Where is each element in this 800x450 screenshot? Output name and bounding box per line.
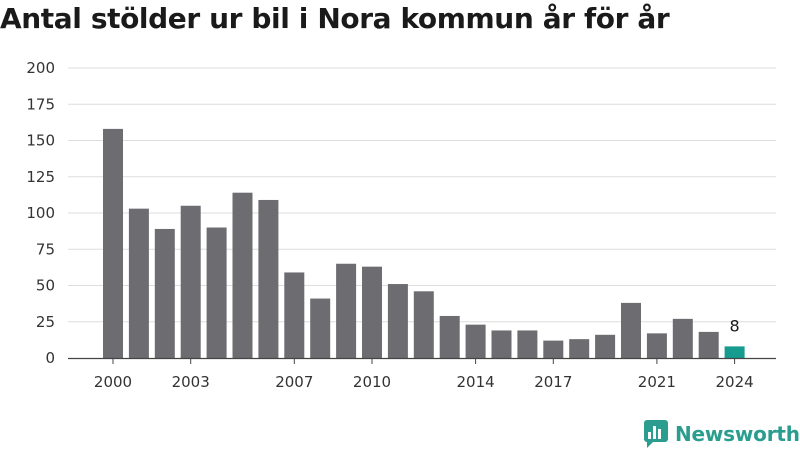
x-tick-label: 2014 bbox=[457, 373, 495, 391]
y-tick-label: 125 bbox=[26, 168, 55, 186]
x-tick-label: 2021 bbox=[638, 373, 676, 391]
y-tick-label: 175 bbox=[26, 95, 55, 113]
x-tick-label: 2003 bbox=[172, 373, 210, 391]
bar-2009 bbox=[336, 263, 357, 358]
x-tick-label: 2000 bbox=[94, 373, 132, 391]
data-label: 8 bbox=[730, 316, 740, 335]
data-labels: 8 bbox=[730, 316, 740, 335]
newsworthy-logo: Newsworthy bbox=[643, 418, 800, 450]
bar-2021 bbox=[646, 333, 667, 358]
y-axis-ticks: 0 25 50 75 100 125 150 175 200 bbox=[26, 59, 55, 367]
x-tick-label: 2010 bbox=[353, 373, 391, 391]
y-tick-label: 100 bbox=[26, 204, 55, 222]
x-axis-ticks: 2000 2003 2007 2010 2014 2017 2021 2024 bbox=[94, 358, 754, 391]
chart-title: Antal stölder ur bil i Nora kommun år fö… bbox=[0, 2, 670, 35]
bar-2015 bbox=[491, 330, 512, 358]
y-tick-label: 200 bbox=[26, 59, 55, 77]
bar-2011 bbox=[387, 284, 408, 358]
bar-2006 bbox=[258, 199, 279, 358]
bar-2001 bbox=[128, 208, 149, 358]
bar-2007 bbox=[284, 272, 305, 358]
bar-2010 bbox=[362, 266, 382, 358]
bar-2024 bbox=[724, 346, 745, 358]
bar-2003 bbox=[180, 205, 201, 358]
y-tick-label: 25 bbox=[36, 313, 55, 331]
bar-2005 bbox=[232, 192, 253, 358]
bar-2012 bbox=[413, 291, 434, 358]
y-tick-label: 0 bbox=[45, 349, 55, 367]
bar-2016 bbox=[517, 330, 538, 358]
newsworthy-logo-icon bbox=[644, 420, 668, 448]
x-tick-label: 2017 bbox=[534, 373, 572, 391]
bar-2013 bbox=[439, 315, 460, 358]
bar-2023 bbox=[698, 331, 719, 358]
bar-2017 bbox=[543, 340, 564, 358]
bars bbox=[103, 128, 745, 358]
brand-name: Newsworthy bbox=[675, 422, 800, 446]
bar-2002 bbox=[154, 228, 175, 358]
bar-2008 bbox=[310, 298, 331, 358]
bar-2018 bbox=[569, 339, 590, 358]
x-tick-label: 2007 bbox=[275, 373, 313, 391]
bar-2000 bbox=[103, 128, 123, 358]
bar-2014 bbox=[465, 324, 486, 358]
bar-2022 bbox=[672, 318, 693, 358]
y-tick-label: 150 bbox=[26, 132, 55, 150]
y-tick-label: 75 bbox=[36, 240, 55, 258]
bar-2004 bbox=[206, 227, 227, 358]
bar-2019 bbox=[595, 334, 616, 358]
bar-2020 bbox=[621, 302, 641, 358]
y-tick-label: 50 bbox=[36, 277, 55, 295]
x-tick-label: 2024 bbox=[716, 373, 754, 391]
